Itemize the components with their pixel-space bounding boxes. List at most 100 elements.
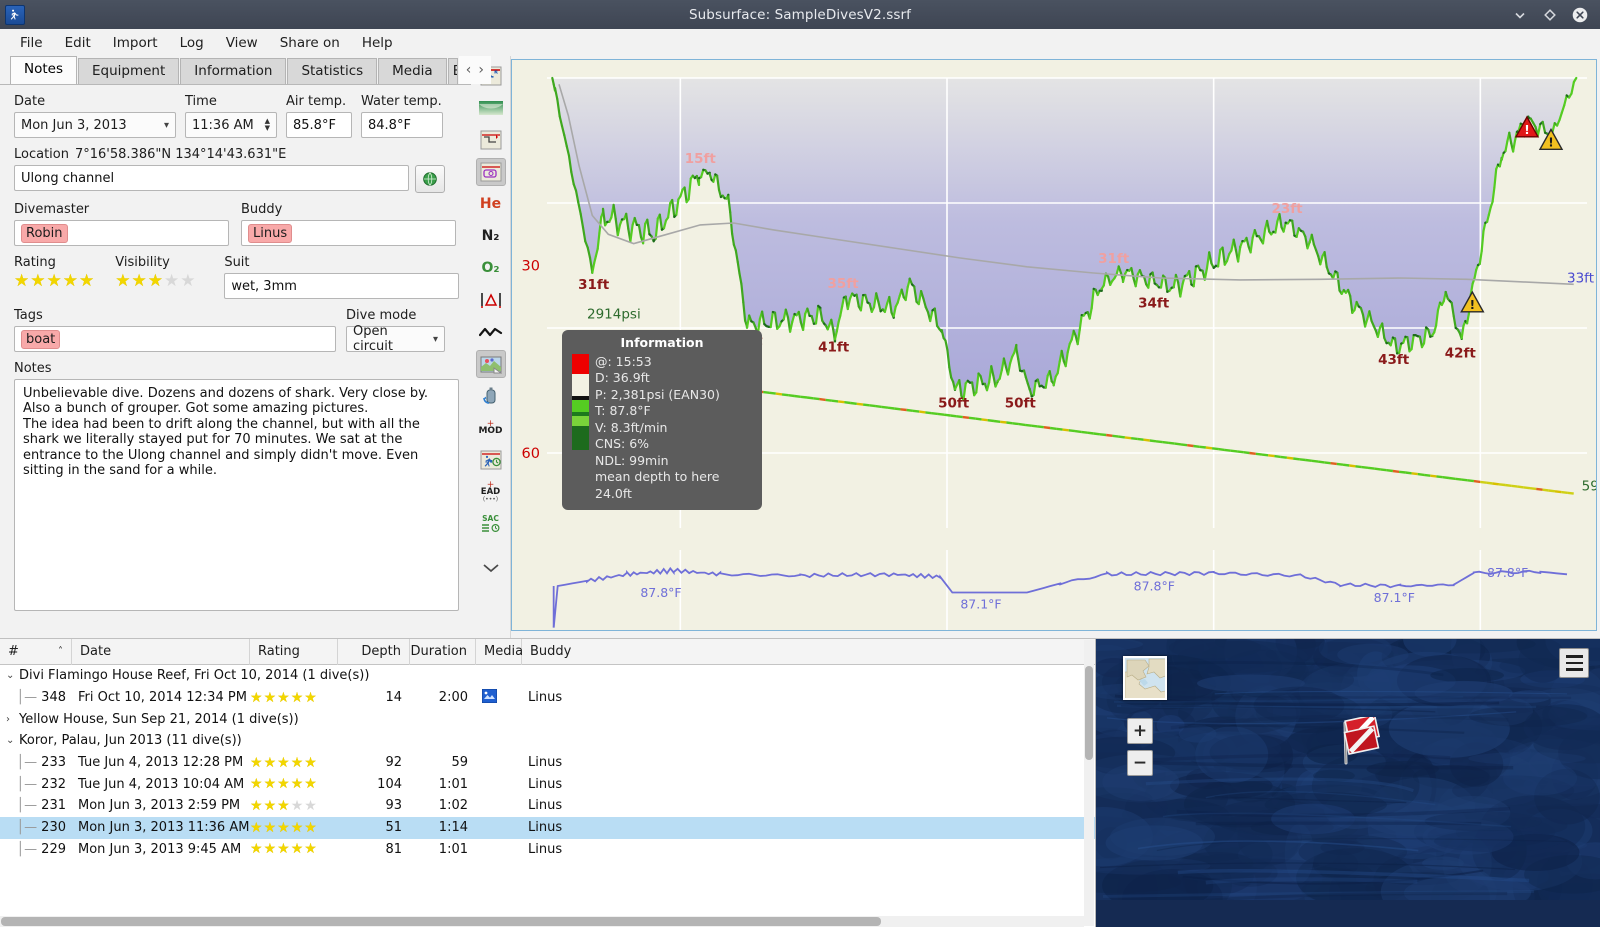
maximize-icon[interactable] (1542, 7, 1558, 23)
sac-icon[interactable]: SAC (476, 510, 506, 538)
star-3[interactable]: ★ (277, 799, 290, 813)
star-4[interactable]: ★ (291, 756, 304, 770)
trip-row[interactable]: ⌄ Koror, Palau, Jun 2013 (11 dive(s)) (0, 730, 1095, 752)
tab-extra[interactable]: E (448, 58, 458, 84)
star-3[interactable]: ★ (277, 821, 290, 835)
location-input[interactable]: Ulong channel (14, 165, 409, 191)
chevron-down-icon[interactable] (476, 554, 506, 582)
map-canvas[interactable] (1096, 639, 1600, 900)
star-5[interactable]: ★ (79, 273, 94, 290)
map-panel[interactable]: + − (1095, 639, 1600, 927)
notes-textarea[interactable]: Unbelievable dive. Dozens and dozens of … (14, 379, 459, 611)
star-2[interactable]: ★ (30, 273, 45, 290)
star-1[interactable]: ★ (250, 756, 263, 770)
star-2[interactable]: ★ (264, 842, 277, 856)
star-4[interactable]: ★ (291, 821, 304, 835)
water-temp-field[interactable]: 84.8°F (361, 112, 443, 138)
buddy-input[interactable]: Linus (241, 220, 456, 246)
star-2[interactable]: ★ (132, 273, 147, 290)
map-zoom-out-button[interactable]: − (1127, 750, 1153, 776)
chevron-down-icon[interactable]: ⌄ (6, 735, 19, 746)
star-5[interactable]: ★ (304, 691, 317, 705)
column-header-buddy[interactable]: Buddy (522, 639, 1095, 665)
star-4[interactable]: ★ (63, 273, 78, 290)
star-4[interactable]: ★ (291, 777, 304, 791)
visibility-stars[interactable]: ★★★★★ (115, 273, 210, 290)
star-3[interactable]: ★ (277, 691, 290, 705)
star-1[interactable]: ★ (250, 842, 263, 856)
suit-input[interactable]: wet, 3mm (224, 273, 459, 299)
star-5[interactable]: ★ (304, 821, 317, 835)
column-header-number[interactable]: # ˄ (0, 639, 72, 665)
star-2[interactable]: ★ (264, 756, 277, 770)
diver-time-icon[interactable] (476, 446, 506, 474)
dive-list-vscrollbar[interactable] (1084, 640, 1094, 926)
star-1[interactable]: ★ (250, 691, 263, 705)
dive-list-hscrollbar[interactable] (0, 916, 1084, 927)
delta-icon[interactable] (476, 286, 506, 314)
star-1[interactable]: ★ (14, 273, 29, 290)
star-3[interactable]: ★ (277, 777, 290, 791)
heartrate-icon[interactable] (476, 318, 506, 346)
menu-share-on[interactable]: Share on (269, 31, 351, 55)
star-5[interactable]: ★ (304, 799, 317, 813)
star-5[interactable]: ★ (304, 777, 317, 791)
trip-row[interactable]: ⌄ Divi Flamingo House Reef, Fri Oct 10, … (0, 665, 1095, 687)
menu-view[interactable]: View (215, 31, 269, 55)
scrollbar-thumb[interactable] (1085, 666, 1093, 760)
star-1[interactable]: ★ (115, 273, 130, 290)
nitrogen-icon[interactable]: N₂ (476, 222, 506, 250)
dive-mode-select[interactable]: Open circuit ▾ (346, 326, 445, 352)
menu-help[interactable]: Help (351, 31, 404, 55)
menu-import[interactable]: Import (102, 31, 169, 55)
star-3[interactable]: ★ (277, 842, 290, 856)
star-2[interactable]: ★ (264, 777, 277, 791)
menu-file[interactable]: File (9, 31, 54, 55)
star-4[interactable]: ★ (291, 691, 304, 705)
star-2[interactable]: ★ (264, 691, 277, 705)
column-header-depth[interactable]: Depth (338, 639, 410, 665)
ead-icon[interactable]: + EAD (•••) (476, 478, 506, 506)
star-3[interactable]: ★ (148, 273, 163, 290)
ceiling-icon[interactable] (476, 126, 506, 154)
column-header-rating[interactable]: Rating (250, 639, 338, 665)
star-5[interactable]: ★ (304, 842, 317, 856)
gradient-icon[interactable] (476, 94, 506, 122)
star-5[interactable]: ★ (180, 273, 195, 290)
tab-information[interactable]: Information (180, 58, 286, 84)
tags-input[interactable]: boat (14, 326, 336, 352)
column-header-media[interactable]: Media (476, 639, 522, 665)
map-overview-thumbnail[interactable] (1123, 656, 1167, 700)
star-3[interactable]: ★ (277, 756, 290, 770)
dive-flag-marker[interactable] (1336, 717, 1382, 767)
tissue-icon[interactable] (476, 158, 506, 186)
star-2[interactable]: ★ (264, 821, 277, 835)
tank-icon[interactable] (476, 382, 506, 410)
column-header-duration[interactable]: Duration (410, 639, 476, 665)
profile-chart[interactable]: 306015ft31ft40ft35ft41ft50ft50ft31ft34ft… (511, 59, 1597, 631)
scrollbar-thumb[interactable] (1, 917, 881, 926)
star-1[interactable]: ★ (250, 821, 263, 835)
star-4[interactable]: ★ (164, 273, 179, 290)
minimize-icon[interactable] (1512, 7, 1528, 23)
trip-row[interactable]: › Yellow House, Sun Sep 21, 2014 (1 dive… (0, 708, 1095, 730)
mod-icon[interactable]: + MOD (476, 414, 506, 442)
oxygen-icon[interactable]: O₂ (476, 254, 506, 282)
map-photo-icon[interactable] (476, 350, 506, 378)
menu-edit[interactable]: Edit (54, 31, 102, 55)
tab-media[interactable]: Media (378, 58, 447, 84)
star-2[interactable]: ★ (264, 799, 277, 813)
star-4[interactable]: ★ (291, 799, 304, 813)
air-temp-field[interactable]: 85.8°F (286, 112, 352, 138)
tab-notes[interactable]: Notes (10, 56, 77, 84)
tab-scroll-prev-icon[interactable]: ‹ (466, 62, 472, 78)
spinner-icon[interactable]: ▲▼ (265, 118, 270, 132)
close-icon[interactable] (1572, 7, 1588, 23)
star-4[interactable]: ★ (291, 842, 304, 856)
tab-statistics[interactable]: Statistics (287, 58, 377, 84)
